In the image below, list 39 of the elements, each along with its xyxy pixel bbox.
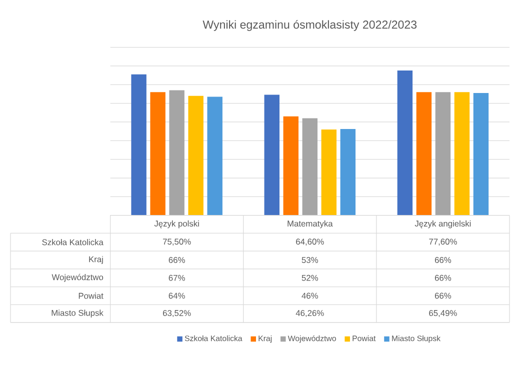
bar	[454, 92, 470, 216]
data-label: 64,60%	[296, 238, 324, 246]
bar	[340, 128, 356, 216]
bar	[283, 116, 298, 216]
data-label: 75,50%	[163, 238, 191, 246]
data-label: 66%	[434, 292, 452, 299]
data-label: 66%	[434, 274, 452, 281]
data-label: 46%	[302, 292, 318, 299]
text: Powiat	[78, 292, 104, 299]
text: Kraj	[89, 256, 103, 264]
bar	[397, 70, 413, 216]
data-label: 53%	[302, 257, 318, 263]
data-label: 65,49%	[429, 310, 457, 318]
bar	[435, 92, 451, 216]
x-tick-label: Język polski	[154, 220, 199, 228]
bar	[131, 74, 146, 216]
data-label: 66%	[168, 257, 185, 263]
chart-title: Wyniki egzaminu ósmoklasisty 2022/2023	[202, 20, 417, 31]
x-tick-label: Język angielski	[414, 220, 471, 228]
data-label: 46,26%	[296, 310, 324, 318]
bar	[416, 92, 432, 216]
bar	[169, 90, 184, 216]
bar	[264, 94, 280, 216]
data-label: 63,52%	[163, 310, 191, 318]
bar	[473, 93, 489, 216]
text: Miasto Słupsk	[52, 310, 104, 318]
text: Szkoła Katolicka	[42, 239, 104, 246]
data-label: 64%	[168, 292, 185, 299]
bar	[150, 92, 166, 216]
x-tick-label: Matematyka	[288, 220, 333, 228]
bar	[302, 118, 318, 216]
data-label: 67%	[168, 274, 185, 281]
bar	[321, 129, 337, 216]
bar	[188, 96, 204, 216]
bar	[207, 96, 222, 216]
text: Województwo	[52, 274, 104, 282]
data-label: 52%	[302, 274, 318, 281]
data-label: 77,60%	[429, 238, 457, 246]
data-label: 66%	[434, 257, 452, 263]
